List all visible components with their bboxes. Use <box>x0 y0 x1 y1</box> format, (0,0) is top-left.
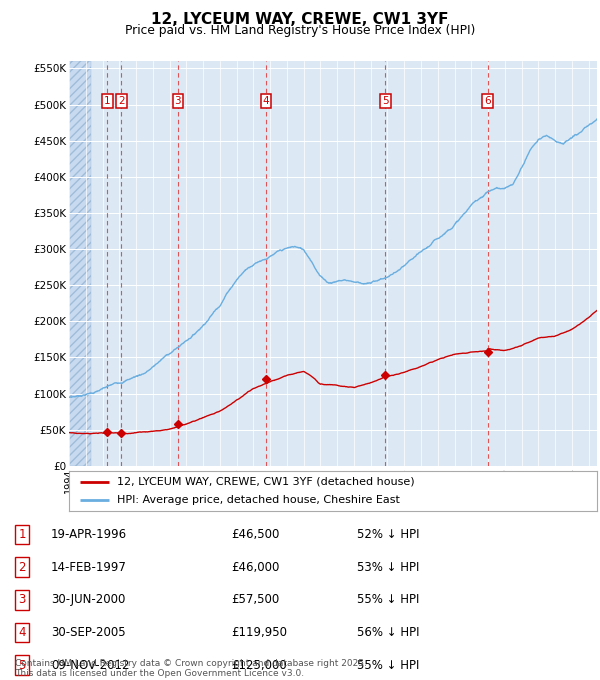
Text: 5: 5 <box>19 658 26 672</box>
Bar <box>69 61 91 466</box>
Text: 56% ↓ HPI: 56% ↓ HPI <box>357 626 419 639</box>
Text: 12, LYCEUM WAY, CREWE, CW1 3YF (detached house): 12, LYCEUM WAY, CREWE, CW1 3YF (detached… <box>116 477 414 487</box>
Text: 5: 5 <box>382 96 388 106</box>
Text: 30-JUN-2000: 30-JUN-2000 <box>51 593 125 607</box>
Text: 14-FEB-1997: 14-FEB-1997 <box>51 560 127 574</box>
Text: 4: 4 <box>263 96 269 106</box>
Text: £46,000: £46,000 <box>231 560 280 574</box>
Text: 1: 1 <box>104 96 110 106</box>
Text: £119,950: £119,950 <box>231 626 287 639</box>
Text: 4: 4 <box>19 626 26 639</box>
Text: 55% ↓ HPI: 55% ↓ HPI <box>357 658 419 672</box>
Text: 19-APR-1996: 19-APR-1996 <box>51 528 127 541</box>
Text: 12, LYCEUM WAY, CREWE, CW1 3YF: 12, LYCEUM WAY, CREWE, CW1 3YF <box>151 12 449 27</box>
Text: HPI: Average price, detached house, Cheshire East: HPI: Average price, detached house, Ches… <box>116 495 400 505</box>
Text: £46,500: £46,500 <box>231 528 280 541</box>
Text: 55% ↓ HPI: 55% ↓ HPI <box>357 593 419 607</box>
Text: 3: 3 <box>19 593 26 607</box>
Text: 52% ↓ HPI: 52% ↓ HPI <box>357 528 419 541</box>
Text: 2: 2 <box>19 560 26 574</box>
Text: Price paid vs. HM Land Registry's House Price Index (HPI): Price paid vs. HM Land Registry's House … <box>125 24 475 37</box>
Text: £125,000: £125,000 <box>231 658 287 672</box>
Bar <box>69 61 91 466</box>
Text: Contains HM Land Registry data © Crown copyright and database right 2025.
This d: Contains HM Land Registry data © Crown c… <box>15 658 367 678</box>
Text: 6: 6 <box>484 96 491 106</box>
Text: 3: 3 <box>175 96 181 106</box>
Text: £57,500: £57,500 <box>231 593 279 607</box>
Text: 09-NOV-2012: 09-NOV-2012 <box>51 658 130 672</box>
Text: 53% ↓ HPI: 53% ↓ HPI <box>357 560 419 574</box>
Text: 1: 1 <box>19 528 26 541</box>
Text: 30-SEP-2005: 30-SEP-2005 <box>51 626 125 639</box>
Text: 2: 2 <box>118 96 125 106</box>
